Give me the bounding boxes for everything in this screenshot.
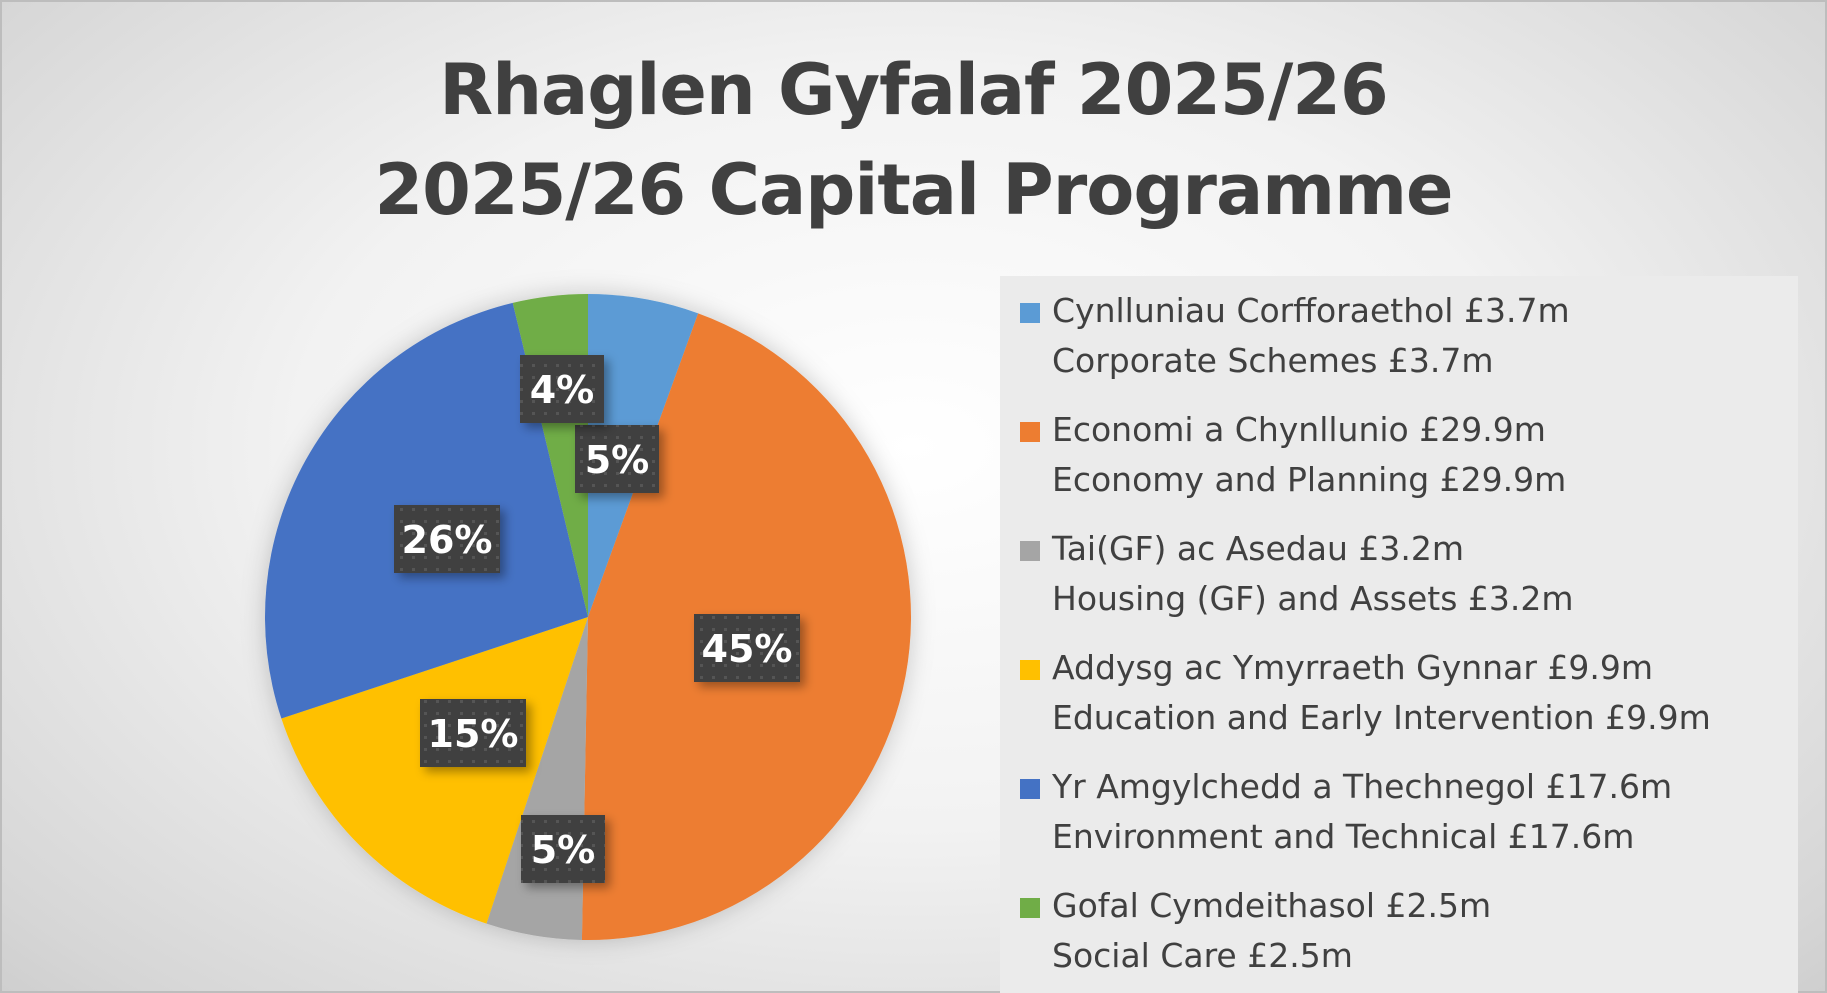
legend: Cynlluniau Corfforaethol £3.7m Corporate … bbox=[1000, 276, 1798, 993]
legend-item: Yr Amgylchedd a Thechnegol £17.6m Environ… bbox=[1020, 762, 1673, 862]
legend-swatch bbox=[1020, 422, 1040, 442]
legend-item: Addysg ac Ymyrraeth Gynnar £9.9m Educatio… bbox=[1020, 643, 1711, 743]
data-label-box bbox=[521, 815, 605, 883]
legend-label-welsh: Gofal Cymdeithasol £2.5m bbox=[1052, 886, 1492, 925]
legend-label-welsh: Economi a Chynllunio £29.9m bbox=[1052, 410, 1546, 449]
legend-swatch bbox=[1020, 779, 1040, 799]
data-label-box bbox=[394, 505, 500, 573]
legend-label-english: Social Care £2.5m bbox=[1052, 936, 1353, 975]
legend-swatch bbox=[1020, 660, 1040, 680]
legend-item: Tai(GF) ac Asedau £3.2m Housing (GF) and … bbox=[1020, 524, 1574, 624]
legend-label-english: Economy and Planning £29.9m bbox=[1052, 460, 1567, 499]
data-label: 5% bbox=[585, 438, 650, 482]
legend-label-english: Corporate Schemes £3.7m bbox=[1052, 341, 1494, 380]
legend-label-english: Environment and Technical £17.6m bbox=[1052, 817, 1635, 856]
chart-title: Rhaglen Gyfalaf 2025/26 2025/26 Capital … bbox=[0, 40, 1827, 240]
pie-slice bbox=[281, 617, 588, 924]
legend-item: Economi a Chynllunio £29.9m Economy and P… bbox=[1020, 405, 1567, 505]
data-label: 15% bbox=[428, 712, 519, 756]
legend-label-welsh: Cynlluniau Corfforaethol £3.7m bbox=[1052, 291, 1570, 330]
legend-label-welsh: Addysg ac Ymyrraeth Gynnar £9.9m bbox=[1052, 648, 1653, 687]
data-label-box bbox=[420, 699, 526, 767]
legend-label-welsh: Yr Amgylchedd a Thechnegol £17.6m bbox=[1052, 767, 1673, 806]
data-label-box bbox=[694, 614, 800, 682]
data-label-box bbox=[520, 355, 604, 423]
title-welsh: Rhaglen Gyfalaf 2025/26 bbox=[439, 49, 1388, 131]
legend-label-english: Education and Early Intervention £9.9m bbox=[1052, 698, 1711, 737]
legend-swatch bbox=[1020, 898, 1040, 918]
legend-label-english: Housing (GF) and Assets £3.2m bbox=[1052, 579, 1574, 618]
data-label-box bbox=[575, 425, 659, 493]
legend-item: Cynlluniau Corfforaethol £3.7m Corporate … bbox=[1020, 286, 1570, 386]
legend-label-welsh: Tai(GF) ac Asedau £3.2m bbox=[1052, 529, 1465, 568]
title-english: 2025/26 Capital Programme bbox=[374, 149, 1453, 231]
data-label: 4% bbox=[530, 368, 595, 412]
data-label: 26% bbox=[402, 518, 493, 562]
data-label: 5% bbox=[531, 828, 596, 872]
legend-item: Gofal Cymdeithasol £2.5m Social Care £2.5… bbox=[1020, 881, 1492, 981]
legend-swatch bbox=[1020, 303, 1040, 323]
data-label: 45% bbox=[702, 627, 793, 671]
legend-swatch bbox=[1020, 541, 1040, 561]
